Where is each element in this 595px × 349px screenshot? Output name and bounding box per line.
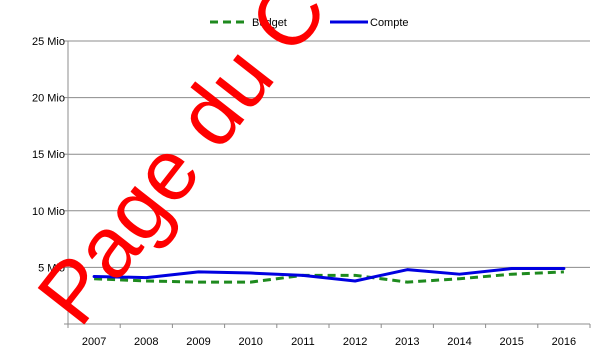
x-tick-label: 2016	[552, 336, 576, 348]
series-line-budget	[94, 270, 564, 284]
x-tick-label: 2009	[186, 336, 210, 348]
gridlines	[68, 40, 590, 268]
y-tick-label: 5 Mio	[38, 262, 65, 274]
plot-area	[64, 40, 591, 328]
series-lines	[92, 267, 566, 284]
x-tick-label: 2011	[291, 336, 315, 348]
series-line-compte	[92, 267, 566, 283]
y-tick-label: 10 Mio	[32, 206, 65, 218]
x-tick-label: 2007	[82, 336, 106, 348]
y-tick-label: 25 Mio	[32, 36, 65, 48]
x-tick-label: 2015	[499, 336, 523, 348]
y-tick-label: 15 Mio	[32, 149, 65, 161]
x-tick-label: 2010	[238, 336, 262, 348]
x-tick-label: 2013	[395, 336, 419, 348]
legend: Budget Compte	[210, 17, 409, 29]
watermark: Page du Compte	[19, 0, 492, 342]
y-tick-label: 20 Mio	[32, 93, 65, 105]
x-tick-label: 2008	[134, 336, 158, 348]
legend-label-compte: Compte	[370, 17, 409, 29]
x-axis-ticks: 2007 2008 2009 2010 2011 2012 2013 2014 2015 2016	[82, 336, 576, 348]
x-tick-label: 2012	[343, 336, 367, 348]
legend-label-budget: Budget	[252, 17, 287, 29]
y-axis-ticks: 5 Mio 10 Mio 15 Mio 20 Mio 25 Mio	[32, 36, 65, 274]
x-tick-label: 2014	[447, 336, 471, 348]
